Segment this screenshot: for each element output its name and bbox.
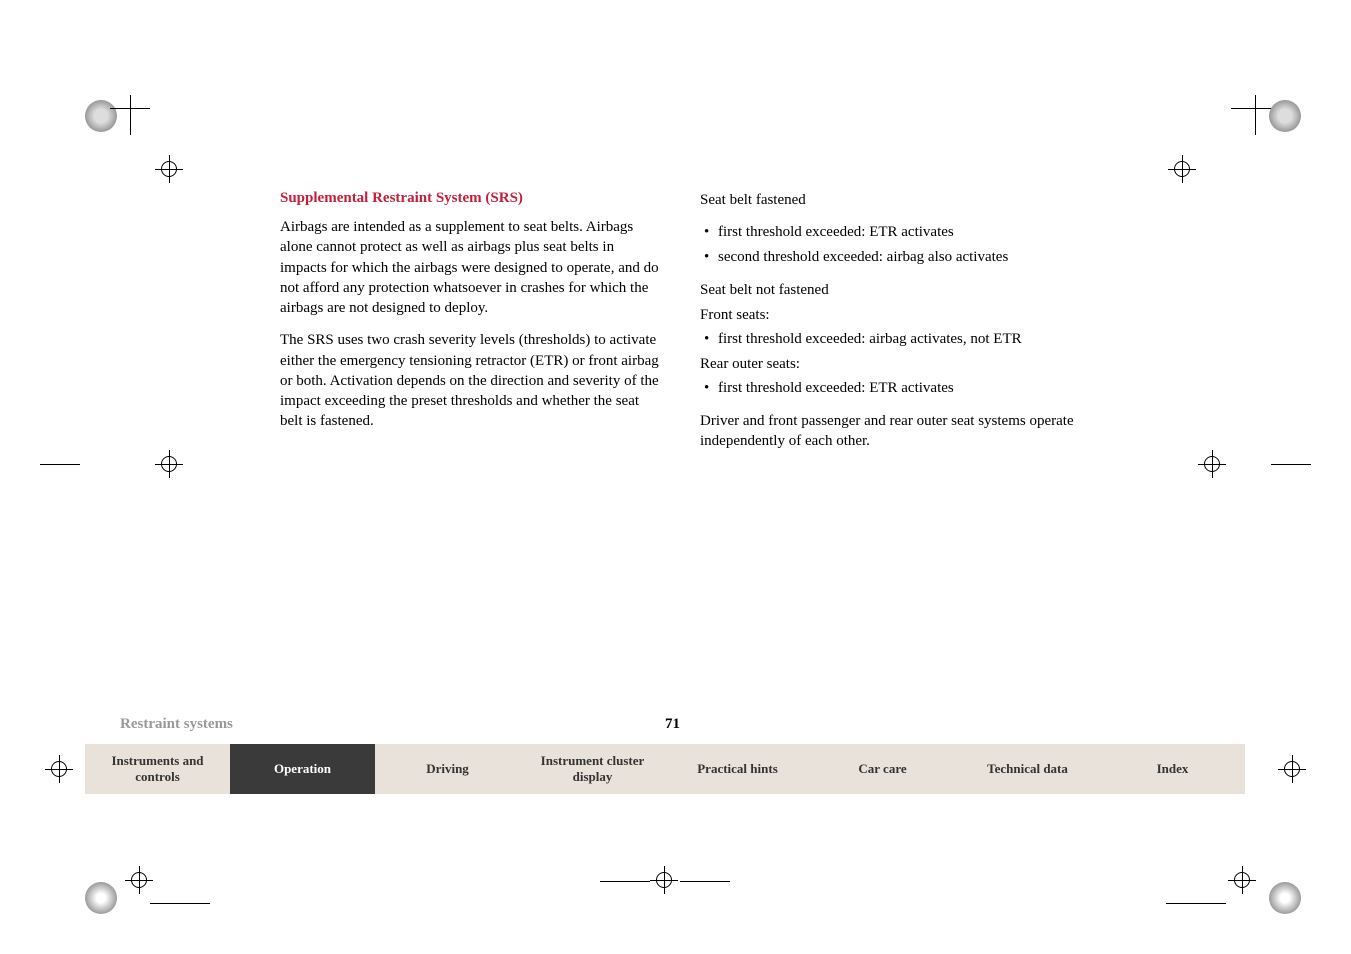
registration-color-mark [1269,882,1301,914]
subheading: Seat belt not fastened [700,280,1080,300]
crop-line [600,881,650,882]
registration-mark [45,755,73,783]
bullet-item: first threshold exceeded: ETR activates [700,222,1080,243]
crop-line [150,903,210,904]
content-area: Supplemental Restraint System (SRS) Airb… [280,190,1080,464]
crop-line [130,95,131,135]
body-text: Front seats: [700,305,1080,325]
tab-instruments[interactable]: Instruments and controls [85,744,230,794]
section-heading: Supplemental Restraint System (SRS) [280,190,660,207]
registration-color-mark [1269,100,1301,132]
tab-operation[interactable]: Operation [230,744,375,794]
registration-mark [1198,450,1226,478]
body-paragraph: Airbags are intended as a supplement to … [280,217,660,318]
tab-car-care[interactable]: Car care [810,744,955,794]
crop-line [1231,108,1271,109]
bullet-item: first threshold exceeded: ETR activates [700,378,1080,399]
body-paragraph: The SRS uses two crash severity levels (… [280,330,660,431]
registration-color-mark [85,882,117,914]
bullet-item: first threshold exceeded: airbag activat… [700,329,1080,350]
registration-mark [1278,755,1306,783]
tab-index[interactable]: Index [1100,744,1245,794]
section-label: Restraint systems [120,716,233,733]
bullet-list: first threshold exceeded: airbag activat… [700,329,1080,350]
registration-mark [125,866,153,894]
right-column: Seat belt fastened first threshold excee… [700,190,1080,464]
crop-line [1166,903,1226,904]
tab-instrument-display[interactable]: Instrument cluster display [520,744,665,794]
registration-mark [1168,155,1196,183]
registration-mark [155,155,183,183]
bullet-item: second threshold exceeded: airbag also a… [700,247,1080,268]
tab-technical-data[interactable]: Technical data [955,744,1100,794]
bullet-list: first threshold exceeded: ETR activates [700,378,1080,399]
registration-mark [1228,866,1256,894]
body-paragraph: Driver and front passenger and rear oute… [700,411,1080,452]
tab-driving[interactable]: Driving [375,744,520,794]
page-number: 71 [665,716,680,733]
tab-practical-hints[interactable]: Practical hints [665,744,810,794]
subheading: Seat belt fastened [700,190,1080,210]
registration-color-mark [85,100,117,132]
registration-mark [155,450,183,478]
registration-mark [650,866,678,894]
crop-line [40,464,80,465]
tab-bar: Instruments and controls Operation Drivi… [85,744,1245,794]
crop-line [1271,464,1311,465]
bullet-list: first threshold exceeded: ETR activates … [700,222,1080,268]
crop-line [680,881,730,882]
body-text: Rear outer seats: [700,354,1080,374]
left-column: Supplemental Restraint System (SRS) Airb… [280,190,660,464]
crop-line [1255,95,1256,135]
